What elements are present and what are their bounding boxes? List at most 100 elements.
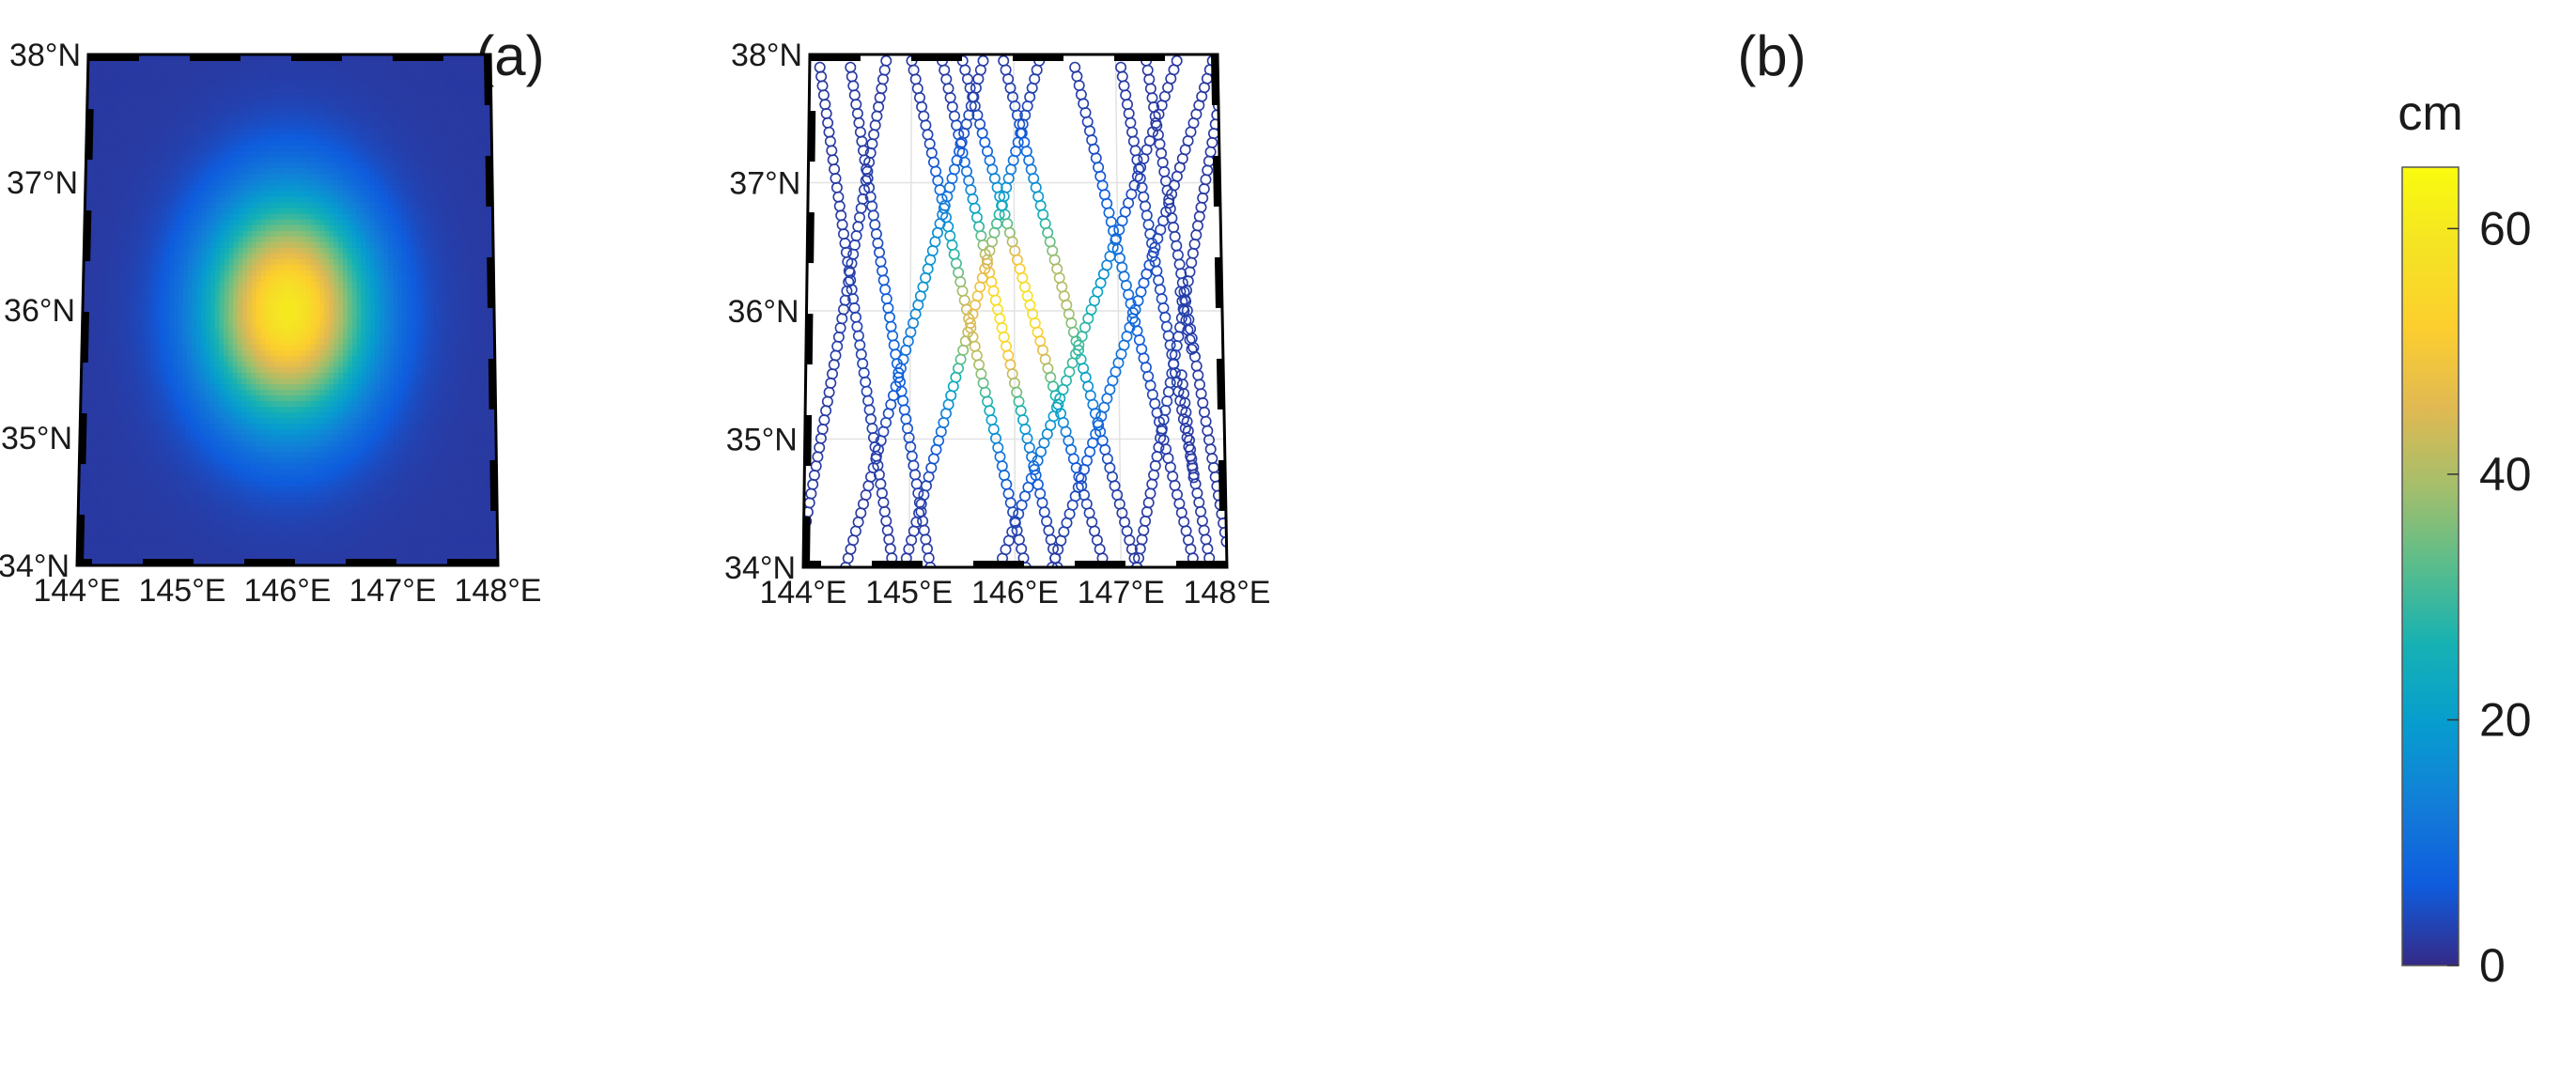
heatmap-cell	[329, 235, 335, 242]
heatmap-cell	[96, 270, 102, 277]
heatmap-cell	[163, 332, 170, 339]
heatmap-cell	[149, 82, 156, 89]
heatmap-cell	[138, 241, 144, 248]
heatmap-cell	[137, 264, 144, 271]
heatmap-cell	[171, 473, 178, 481]
heatmap-cell	[311, 122, 317, 130]
heatmap-cell	[155, 292, 162, 300]
heatmap-cell	[216, 133, 223, 141]
heatmap-cell	[162, 456, 168, 464]
heatmap-cell	[247, 207, 254, 214]
heatmap-cell	[273, 332, 280, 339]
heatmap-cell	[302, 173, 308, 180]
heatmap-cell	[119, 479, 126, 487]
heatmap-cell	[324, 348, 331, 356]
heatmap-cell	[315, 406, 321, 413]
heatmap-cell	[225, 133, 231, 141]
heatmap-cell	[205, 320, 211, 328]
heatmap-cell	[261, 59, 268, 67]
heatmap-cell	[279, 70, 286, 78]
heatmap-cell	[219, 337, 225, 345]
heatmap-cell	[274, 145, 281, 152]
heatmap-cell	[324, 76, 331, 84]
heatmap-cell	[112, 150, 118, 158]
heatmap-cell	[169, 247, 176, 255]
heatmap-cell	[138, 207, 145, 214]
heatmap-cell	[301, 531, 307, 538]
heatmap-cell	[249, 531, 256, 538]
heatmap-cell	[144, 162, 150, 169]
heatmap-cell	[334, 548, 340, 555]
heatmap-cell	[182, 315, 189, 322]
heatmap-cell	[95, 337, 101, 345]
heatmap-cell	[214, 315, 221, 322]
heatmap-cell	[96, 65, 102, 72]
heatmap-cell	[284, 145, 290, 152]
heatmap-cell	[189, 128, 195, 135]
heatmap-cell	[102, 184, 109, 192]
heatmap-cell	[329, 292, 335, 300]
heatmap-cell	[185, 468, 192, 475]
heatmap-cell	[306, 298, 312, 305]
heatmap-cell	[232, 360, 239, 367]
heatmap-cell	[301, 411, 307, 419]
heatmap-cell	[202, 218, 208, 225]
heatmap-cell	[109, 332, 116, 339]
heatmap-cell	[222, 456, 228, 464]
heatmap-cell	[270, 258, 276, 266]
heatmap-cell	[176, 150, 181, 158]
heatmap-cell	[171, 434, 178, 441]
heatmap-cell	[124, 519, 131, 527]
heatmap-cell	[178, 264, 185, 271]
heatmap-cell	[148, 434, 155, 441]
heatmap-cell	[175, 173, 181, 180]
heatmap-cell	[150, 326, 157, 333]
heatmap-cell	[292, 394, 298, 402]
heatmap-cell	[261, 156, 268, 163]
heatmap-cell	[148, 406, 155, 413]
heatmap-cell	[163, 354, 170, 362]
heatmap-cell	[297, 70, 303, 78]
heatmap-cell	[324, 445, 331, 453]
heatmap-cell	[97, 235, 103, 242]
heatmap-cell	[263, 548, 270, 555]
heatmap-cell	[310, 264, 317, 271]
heatmap-cell	[157, 491, 163, 498]
heatmap-cell	[301, 502, 307, 509]
heatmap-cell	[260, 247, 267, 255]
heatmap-cell	[146, 65, 151, 72]
heatmap-cell	[212, 479, 219, 487]
heatmap-cell	[190, 70, 196, 78]
heatmap-cell	[174, 286, 179, 294]
heatmap-cell	[154, 365, 161, 373]
heatmap-cell	[163, 428, 169, 436]
heatmap-cell	[163, 87, 169, 95]
heatmap-cell	[99, 145, 105, 152]
heatmap-cell	[251, 270, 257, 277]
heatmap-cell	[140, 383, 147, 391]
heatmap-cell	[167, 378, 174, 385]
heatmap-cell	[241, 365, 248, 373]
heatmap-cell	[273, 400, 280, 408]
heatmap-cell	[133, 224, 140, 231]
heatmap-cell	[166, 468, 173, 475]
heatmap-cell	[260, 207, 267, 214]
heatmap-cell	[254, 542, 260, 549]
heatmap-cell	[192, 292, 198, 300]
heatmap-cell	[196, 281, 203, 288]
heatmap-cell	[185, 128, 191, 135]
heatmap-cell	[324, 65, 331, 72]
heatmap-cell	[228, 303, 235, 311]
heatmap-cell	[111, 434, 117, 441]
heatmap-cell	[241, 502, 247, 509]
heatmap-cell	[164, 292, 171, 300]
heatmap-cell	[292, 365, 299, 373]
heatmap-cell	[246, 343, 253, 350]
heatmap-cell	[234, 207, 240, 214]
heatmap-cell	[125, 195, 132, 203]
heatmap-cell	[264, 491, 270, 498]
heatmap-cell	[113, 354, 119, 362]
heatmap-cell	[175, 531, 181, 538]
heatmap-cell	[152, 486, 159, 492]
heatmap-cell	[252, 128, 258, 135]
